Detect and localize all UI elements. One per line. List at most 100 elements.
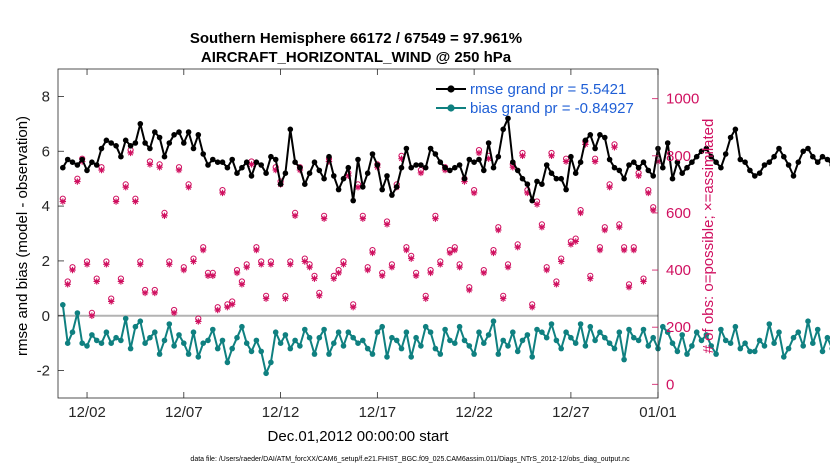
data-point [437, 159, 444, 165]
data-point [239, 164, 245, 171]
data-point [248, 348, 255, 355]
obs-assimilated-marker [606, 184, 613, 191]
obs-assimilated-marker [335, 269, 342, 277]
data-point [795, 159, 802, 165]
data-point [282, 170, 289, 176]
data-point [185, 129, 192, 135]
data-point [572, 340, 579, 347]
data-point [592, 145, 598, 152]
data-point [374, 329, 381, 336]
data-point [519, 337, 526, 344]
y-tick-label: 8 [42, 88, 50, 105]
data-point [369, 351, 376, 357]
obs-assimilated-marker [499, 295, 507, 302]
obs-assimilated-marker [398, 155, 405, 162]
data-point [727, 340, 734, 347]
data-point [311, 159, 318, 165]
obs-assimilated-marker [533, 201, 541, 208]
data-point [369, 151, 376, 157]
data-point [345, 329, 352, 336]
data-point [776, 145, 782, 152]
data-point [466, 156, 473, 163]
data-point [176, 332, 182, 338]
obs-assimilated-marker [548, 152, 555, 160]
data-point [413, 334, 419, 341]
data-point [418, 162, 424, 168]
data-point [389, 192, 395, 198]
data-point [650, 173, 656, 179]
data-point [181, 340, 187, 347]
y2-tick-label: 400 [666, 262, 691, 279]
obs-assimilated-marker [291, 212, 299, 219]
data-point [456, 323, 463, 330]
data-point [364, 345, 371, 352]
data-point [171, 132, 177, 138]
data-point [418, 343, 424, 349]
data-point [93, 337, 100, 344]
obs-assimilated-marker [248, 161, 255, 168]
data-point [737, 345, 744, 352]
data-point [635, 164, 642, 171]
data-point [355, 340, 361, 347]
data-point [340, 343, 347, 349]
data-point [98, 145, 105, 152]
data-point [814, 326, 821, 333]
obs-assimilated-marker [364, 266, 371, 274]
data-point [79, 156, 85, 163]
obs-assimilated-marker [282, 295, 289, 302]
data-point [350, 197, 357, 204]
data-point [616, 329, 623, 336]
data-point [374, 162, 381, 168]
data-point [84, 167, 90, 174]
data-point [597, 329, 603, 336]
data-point [781, 354, 787, 360]
data-point [597, 132, 603, 138]
data-point [427, 329, 434, 336]
data-point [485, 140, 492, 146]
data-point [640, 159, 647, 165]
x-tick-label: 12/07 [165, 404, 203, 421]
obs-assimilated-marker [611, 144, 618, 151]
data-point [490, 164, 497, 171]
data-point [795, 329, 802, 336]
data-point [824, 334, 830, 341]
data-point [340, 175, 347, 182]
obs-assimilated-marker [601, 226, 608, 234]
obs-assimilated-marker [504, 264, 512, 271]
data-point [398, 345, 405, 352]
obs-assimilated-marker [228, 301, 236, 308]
data-point [108, 340, 114, 347]
obs-assimilated-marker [146, 161, 154, 168]
data-file-footnote: data file: /Users/raeder/DAI/ATM_forcXX/… [190, 456, 630, 463]
legend-bias-label: bias grand pr = -0.84927 [470, 100, 634, 117]
data-point [210, 326, 216, 333]
x-tick-label: 12/02 [68, 404, 106, 421]
obs-assimilated-marker [69, 266, 76, 274]
data-point [689, 159, 695, 165]
data-point [408, 164, 415, 171]
data-point [64, 340, 71, 347]
data-point [819, 153, 826, 160]
data-point [698, 148, 705, 155]
data-point [621, 356, 627, 363]
data-point [229, 156, 235, 163]
data-point [84, 343, 90, 349]
obs-assimilated-marker [538, 224, 546, 231]
data-point [152, 129, 158, 135]
data-point [553, 337, 560, 344]
data-point [239, 323, 245, 330]
data-point [669, 340, 676, 347]
data-point [103, 137, 110, 144]
data-point [693, 153, 700, 160]
data-point [800, 343, 806, 349]
data-point [534, 178, 540, 185]
data-point [495, 351, 502, 357]
data-point [722, 151, 729, 157]
obs-assimilated-marker [490, 249, 497, 257]
data-point [127, 143, 134, 149]
data-point [485, 332, 492, 338]
data-point [587, 323, 594, 330]
y2-tick-label: 600 [666, 205, 691, 222]
data-point [577, 159, 584, 165]
data-point [118, 337, 124, 344]
